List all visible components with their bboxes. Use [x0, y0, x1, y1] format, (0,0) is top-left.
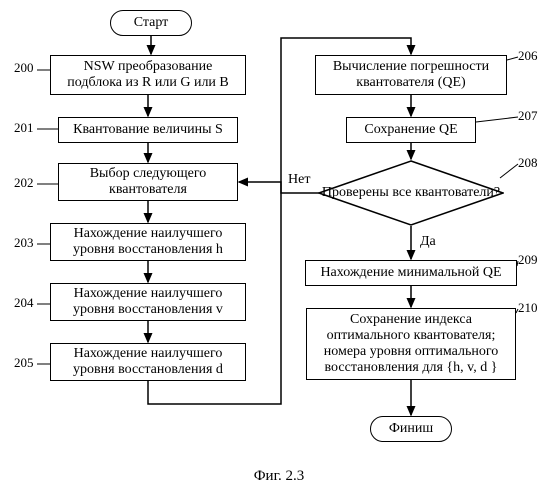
step-206-box: Вычисление погрешности квантователя (QE) [315, 55, 507, 95]
step-202-text: Выбор следующего квантователя [63, 166, 233, 198]
step-205-box: Нахождение наилучшего уровня восстановле… [50, 343, 246, 381]
step-210-box: Сохранение индекса оптимального квантова… [306, 308, 516, 380]
step-207-text: Сохранение QE [364, 122, 457, 138]
start-label: Старт [134, 15, 169, 31]
edge-label-yes: Да [420, 234, 436, 250]
step-200-text: NSW преобразование подблока из R или G и… [55, 59, 241, 91]
end-label: Финиш [389, 421, 433, 437]
step-209-box: Нахождение минимальной QE [305, 260, 517, 286]
step-204-num: 204 [14, 295, 34, 311]
step-204-text: Нахождение наилучшего уровня восстановле… [55, 286, 241, 318]
step-208-num: 208 [518, 155, 538, 171]
step-210-num: 210 [518, 300, 538, 316]
step-206-num: 206 [518, 48, 538, 64]
step-208-text: Проверены все квантователи? [322, 185, 500, 200]
step-205-text: Нахождение наилучшего уровня восстановле… [55, 346, 241, 378]
step-203-box: Нахождение наилучшего уровня восстановле… [50, 223, 246, 261]
figure-caption: Фиг. 2.3 [0, 468, 558, 485]
edge-label-no: Нет [288, 172, 310, 188]
step-201-text: Квантование величины S [73, 122, 223, 138]
step-207-box: Сохранение QE [346, 117, 476, 143]
step-208-decision: Проверены все квантователи? [318, 160, 504, 226]
step-206-text: Вычисление погрешности квантователя (QE) [320, 59, 502, 91]
step-200-num: 200 [14, 60, 34, 76]
flowchart-canvas: Старт NSW преобразование подблока из R и… [0, 0, 558, 500]
step-209-num: 209 [518, 252, 538, 268]
end-terminal: Финиш [370, 416, 452, 442]
step-207-num: 207 [518, 108, 538, 124]
step-201-num: 201 [14, 120, 34, 136]
step-200-box: NSW преобразование подблока из R или G и… [50, 55, 246, 95]
step-202-num: 202 [14, 175, 34, 191]
step-205-num: 205 [14, 355, 34, 371]
step-202-box: Выбор следующего квантователя [58, 163, 238, 201]
step-203-num: 203 [14, 235, 34, 251]
step-201-box: Квантование величины S [58, 117, 238, 143]
start-terminal: Старт [110, 10, 192, 36]
step-204-box: Нахождение наилучшего уровня восстановле… [50, 283, 246, 321]
step-209-text: Нахождение минимальной QE [320, 265, 501, 281]
step-210-text: Сохранение индекса оптимального квантова… [311, 312, 511, 376]
step-203-text: Нахождение наилучшего уровня восстановле… [55, 226, 241, 258]
